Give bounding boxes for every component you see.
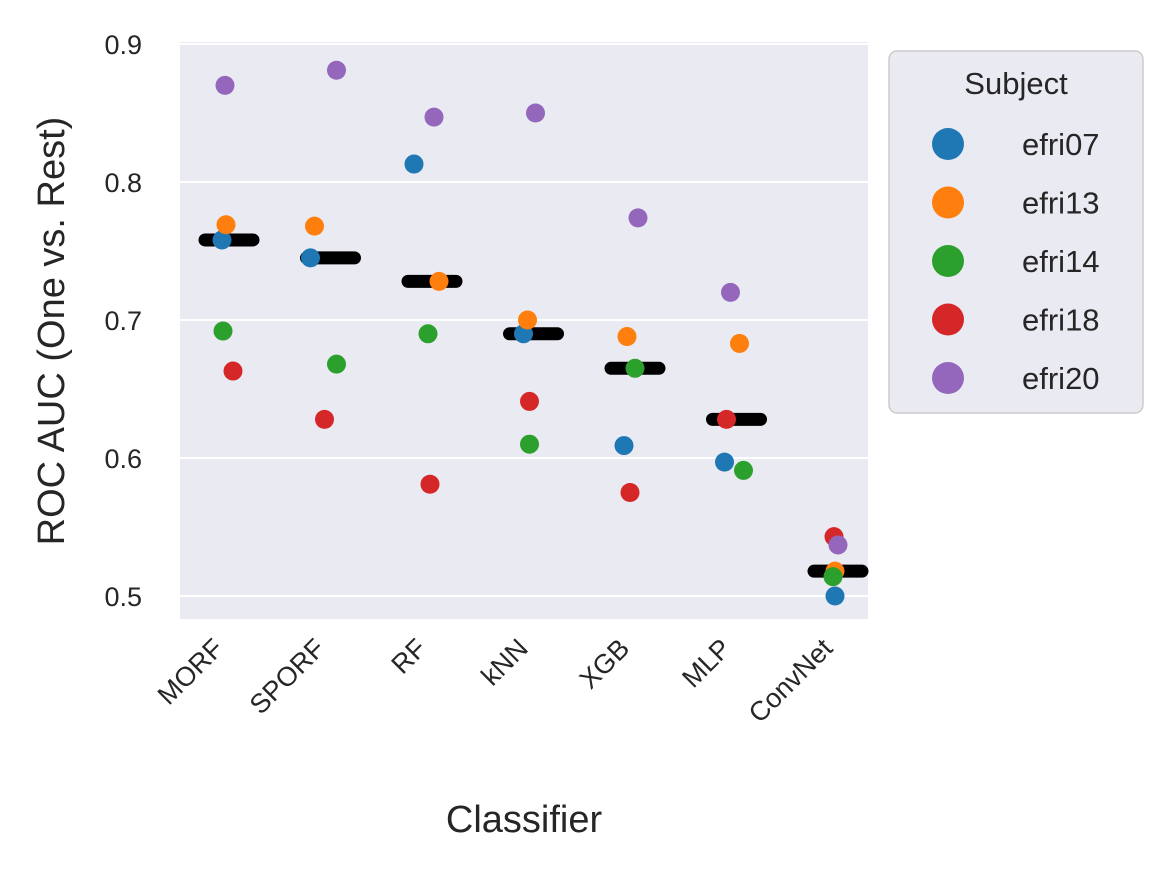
data-point xyxy=(620,483,640,502)
data-point xyxy=(429,271,449,291)
y-tick-label: 0.8 xyxy=(104,168,142,198)
y-tick-label: 0.9 xyxy=(104,30,142,60)
data-point xyxy=(520,434,539,454)
data-point xyxy=(734,460,753,480)
data-point xyxy=(327,60,346,80)
legend-box xyxy=(888,50,1144,414)
data-point xyxy=(828,535,848,555)
data-point xyxy=(526,103,545,123)
y-axis-label: ROC AUC (One vs. Rest) xyxy=(31,117,73,546)
legend-title: Subject xyxy=(964,66,1068,101)
data-point xyxy=(520,391,539,411)
data-point xyxy=(418,324,438,344)
x-tick-label: RF xyxy=(386,633,433,680)
data-point xyxy=(223,361,243,381)
y-tick-labels: 0.5 0.6 0.7 0.8 0.9 xyxy=(104,30,142,612)
data-point xyxy=(424,107,444,127)
x-tick-label: MORF xyxy=(152,633,229,710)
legend-marker xyxy=(932,303,964,336)
data-point xyxy=(216,215,236,235)
data-point xyxy=(715,452,734,472)
x-tick-label: ConvNet xyxy=(743,633,839,729)
data-point xyxy=(823,567,843,587)
data-point xyxy=(315,409,334,429)
data-point xyxy=(301,248,320,268)
legend-marker xyxy=(932,245,964,277)
x-tick-label: SPORF xyxy=(244,633,331,720)
x-tick-label: MLP xyxy=(676,633,736,693)
data-point xyxy=(625,358,645,378)
data-point xyxy=(717,409,736,429)
data-point xyxy=(212,230,232,250)
data-point xyxy=(404,154,424,174)
legend-label: efri14 xyxy=(1022,244,1100,279)
data-point xyxy=(825,586,845,606)
y-tick-label: 0.6 xyxy=(104,444,142,474)
data-point xyxy=(213,321,233,341)
y-tick-label: 0.7 xyxy=(104,306,142,336)
x-tick-label: kNN xyxy=(475,633,533,691)
legend-label: efri13 xyxy=(1022,186,1100,221)
x-tick-labels: MORF SPORF RF kNN XGB MLP ConvNet xyxy=(152,633,839,729)
x-axis-label: Classifier xyxy=(446,799,603,841)
data-point xyxy=(420,474,440,494)
data-point xyxy=(327,354,346,374)
legend-label: efri20 xyxy=(1022,361,1100,396)
data-point xyxy=(721,282,740,302)
data-point xyxy=(617,327,637,347)
legend-label: efri07 xyxy=(1022,127,1100,162)
x-tick-label: XGB xyxy=(574,633,636,695)
legend-items: efri07 efri13 efri14 efri18 efri20 xyxy=(932,127,1100,396)
data-point xyxy=(305,216,324,236)
legend-marker xyxy=(932,186,964,219)
data-point xyxy=(215,75,235,95)
data-points xyxy=(212,60,848,606)
data-point xyxy=(730,333,749,353)
data-point xyxy=(614,436,634,456)
legend-marker xyxy=(932,128,964,160)
y-tick-label: 0.5 xyxy=(104,582,142,612)
legend: Subject efri07 efri13 efri14 efri18 efri20 xyxy=(888,50,1144,414)
legend-label: efri18 xyxy=(1022,303,1100,338)
data-point xyxy=(628,208,648,228)
data-point xyxy=(518,310,537,330)
legend-marker xyxy=(932,362,964,394)
